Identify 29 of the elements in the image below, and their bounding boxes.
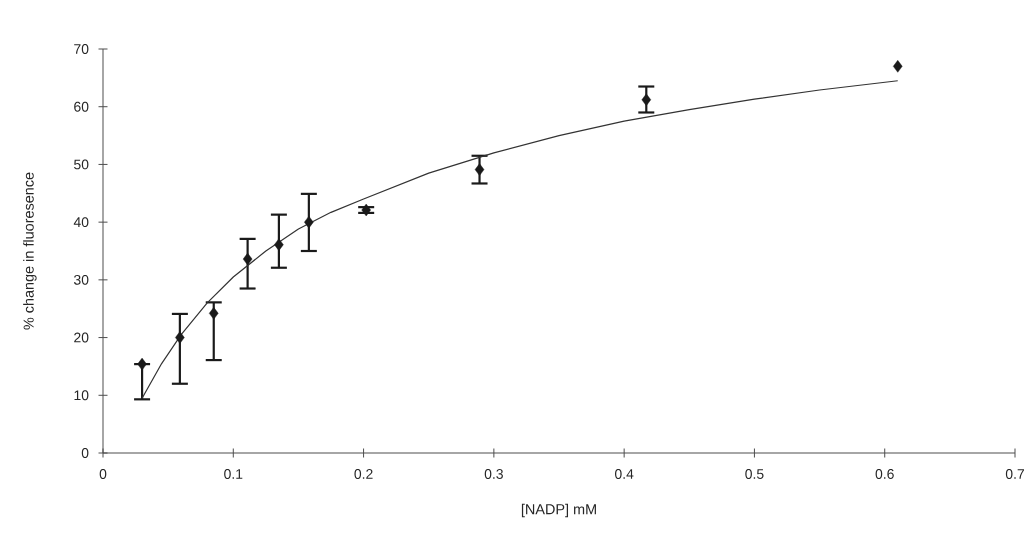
y-tick-label: 60 — [74, 101, 89, 112]
x-tick-label: 0.3 — [484, 469, 503, 479]
x-tick-label: 0.5 — [745, 469, 764, 479]
point — [304, 215, 314, 229]
point — [242, 252, 253, 266]
y-tick-label: 50 — [74, 159, 89, 170]
point — [641, 93, 651, 106]
point — [361, 203, 371, 217]
point — [175, 331, 185, 344]
y-tick-label: 40 — [73, 217, 89, 228]
x-tick-label: 0.2 — [354, 469, 373, 479]
y-axis-title: % change in fluoresence — [23, 172, 37, 330]
y-tick-label: 0 — [81, 448, 89, 458]
y-tick-label: 30 — [74, 274, 89, 285]
x-tick-label: 0.6 — [875, 469, 894, 479]
line-series — [141, 80, 899, 399]
x-tick-label: 0 — [99, 469, 107, 479]
y-tick-label: 20 — [74, 332, 89, 343]
point — [274, 238, 284, 251]
point — [474, 163, 485, 176]
point — [209, 307, 219, 320]
x-axis-title: [NADP] mM — [521, 503, 596, 518]
y-tick-label: 10 — [74, 390, 89, 401]
point — [137, 357, 147, 371]
x-tick-label: 0.7 — [1005, 469, 1025, 479]
point — [893, 60, 903, 73]
x-tick-label: 0.1 — [224, 469, 243, 479]
x-tick-label: 0.4 — [615, 469, 634, 479]
y-tick-label: 70 — [74, 44, 89, 54]
